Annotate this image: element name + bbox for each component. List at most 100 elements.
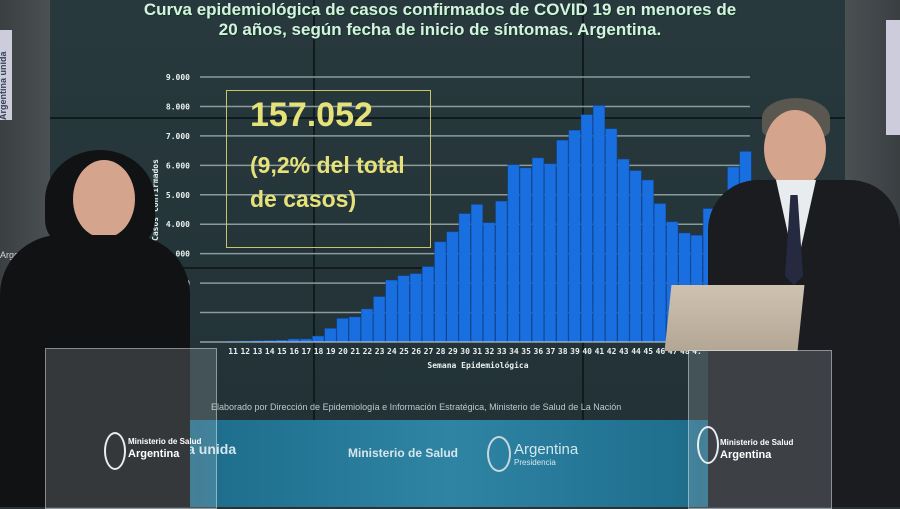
coat-of-arms-icon bbox=[104, 432, 126, 470]
bar-week-43 bbox=[617, 158, 630, 343]
x-tick-label: 39 bbox=[570, 347, 580, 356]
x-tick-label: 29 bbox=[448, 347, 458, 356]
x-tick-label: 14 bbox=[265, 347, 275, 356]
presenter-left-face bbox=[73, 160, 135, 238]
right-podium-country: Argentina bbox=[720, 449, 772, 461]
x-tick-label: 25 bbox=[399, 347, 409, 356]
highlight-text-line-2: de casos) bbox=[250, 186, 357, 212]
bar-week-39 bbox=[568, 130, 581, 343]
x-tick-label: 4. bbox=[692, 347, 702, 356]
bar-week-21 bbox=[348, 316, 361, 343]
bar-week-45 bbox=[641, 179, 654, 343]
x-tick-label: 33 bbox=[497, 347, 507, 356]
bar-chart: 1.0002.0003.0004.0005.0006.0007.0008.000… bbox=[150, 73, 752, 370]
x-tick-label: 35 bbox=[521, 347, 531, 356]
bar-week-20 bbox=[336, 318, 349, 343]
x-tick-label: 20 bbox=[338, 347, 348, 356]
bar-week-28 bbox=[434, 241, 447, 343]
bar-week-35 bbox=[519, 167, 532, 343]
x-tick-label: 28 bbox=[436, 347, 446, 356]
x-tick-label: 23 bbox=[375, 347, 385, 356]
bar-week-32 bbox=[483, 222, 496, 343]
x-tick-label: 11 bbox=[228, 347, 238, 356]
center-country: Argentina bbox=[514, 441, 579, 458]
left-podium-country: Argentina bbox=[128, 448, 180, 460]
slide-title: Curva epidemiológica de casos confirmado… bbox=[60, 0, 820, 40]
bar-week-40 bbox=[580, 114, 593, 343]
bar-week-30 bbox=[458, 213, 471, 343]
y-axis-title: Casos confirmados bbox=[150, 159, 160, 241]
screen-seam bbox=[313, 0, 315, 420]
bar-week-41 bbox=[593, 105, 605, 343]
x-tick-label: 43 bbox=[619, 347, 629, 356]
y-tick-label: 3.000 bbox=[166, 250, 190, 259]
bar-week-19 bbox=[324, 328, 337, 343]
x-tick-label: 18 bbox=[314, 347, 324, 356]
laptop bbox=[664, 285, 805, 351]
x-tick-label: 48 bbox=[680, 347, 690, 356]
tie bbox=[785, 195, 803, 285]
y-tick-label: 7.000 bbox=[166, 132, 190, 141]
x-tick-label: 36 bbox=[534, 347, 544, 356]
bar-week-24 bbox=[385, 279, 398, 343]
bar-week-46 bbox=[654, 203, 666, 343]
x-tick-label: 46 bbox=[656, 347, 666, 356]
x-axis-title: Semana Epidemiológica bbox=[427, 360, 528, 370]
bar-week-22 bbox=[361, 308, 373, 343]
highlight-text: (9,2% del total de casos) bbox=[250, 148, 405, 216]
x-tick-label: 15 bbox=[277, 347, 287, 356]
x-tick-label: 21 bbox=[350, 347, 360, 356]
x-tick-label: 19 bbox=[326, 347, 336, 356]
bar-week-25 bbox=[397, 275, 410, 343]
x-tick-label: 30 bbox=[460, 347, 470, 356]
y-tick-label: 8.000 bbox=[166, 102, 190, 111]
x-tick-label: 37 bbox=[546, 347, 556, 356]
presenter-right-face bbox=[764, 110, 826, 188]
y-tick-label: 5.000 bbox=[166, 191, 190, 200]
coat-of-arms-icon bbox=[697, 426, 719, 464]
bar-week-37 bbox=[544, 163, 557, 343]
x-tick-label: 34 bbox=[509, 347, 519, 356]
x-tick-label: 22 bbox=[363, 347, 373, 356]
x-tick-label: 26 bbox=[411, 347, 421, 356]
bar-week-23 bbox=[373, 296, 386, 343]
x-tick-label: 13 bbox=[253, 347, 263, 356]
bar-week-29 bbox=[446, 231, 459, 343]
highlight-number: 157.052 bbox=[250, 96, 373, 134]
x-tick-label: 40 bbox=[582, 347, 592, 356]
x-tick-label: 32 bbox=[485, 347, 495, 356]
x-tick-label: 12 bbox=[240, 347, 250, 356]
y-tick-label: 9.000 bbox=[166, 73, 190, 82]
screen-seam bbox=[50, 117, 845, 119]
bar-week-18 bbox=[312, 335, 325, 343]
title-line-1: Curva epidemiológica de casos confirmado… bbox=[143, 0, 737, 19]
podium-left bbox=[45, 348, 217, 509]
title-line-2: 20 años, según fecha de inicio de síntom… bbox=[218, 20, 662, 39]
bar-week-42 bbox=[605, 128, 618, 343]
left-banner: Argentina unida bbox=[0, 30, 12, 120]
x-tick-label: 38 bbox=[558, 347, 568, 356]
bar-week-36 bbox=[531, 157, 544, 343]
left-podium-ministry: Ministerio de Salud bbox=[128, 437, 202, 446]
x-tick-label: 42 bbox=[607, 347, 617, 356]
x-tick-label: 17 bbox=[302, 347, 312, 356]
x-tick-label: 16 bbox=[289, 347, 299, 356]
right-podium-ministry: Ministerio de Salud bbox=[720, 438, 794, 447]
bar-week-44 bbox=[629, 170, 642, 343]
bar-week-34 bbox=[507, 164, 520, 343]
highlight-box bbox=[226, 90, 431, 248]
y-tick-label: 6.000 bbox=[166, 161, 190, 170]
source-note: Elaborado por Dirección de Epidemiología… bbox=[211, 402, 622, 412]
center-ministry: Ministerio de Salud bbox=[348, 446, 459, 460]
x-tick-label: 45 bbox=[643, 347, 653, 356]
x-tick-label: 41 bbox=[595, 347, 605, 356]
bar-week-26 bbox=[409, 273, 422, 343]
bar-week-31 bbox=[470, 204, 483, 343]
coat-of-arms-icon bbox=[487, 436, 511, 472]
bar-week-27 bbox=[422, 266, 435, 343]
highlight-text-line-1: (9,2% del total bbox=[250, 152, 405, 178]
presenter-left-body bbox=[0, 235, 190, 507]
x-tick-label: 24 bbox=[387, 347, 397, 356]
right-banner bbox=[886, 20, 900, 135]
bar-week-33 bbox=[495, 201, 508, 343]
